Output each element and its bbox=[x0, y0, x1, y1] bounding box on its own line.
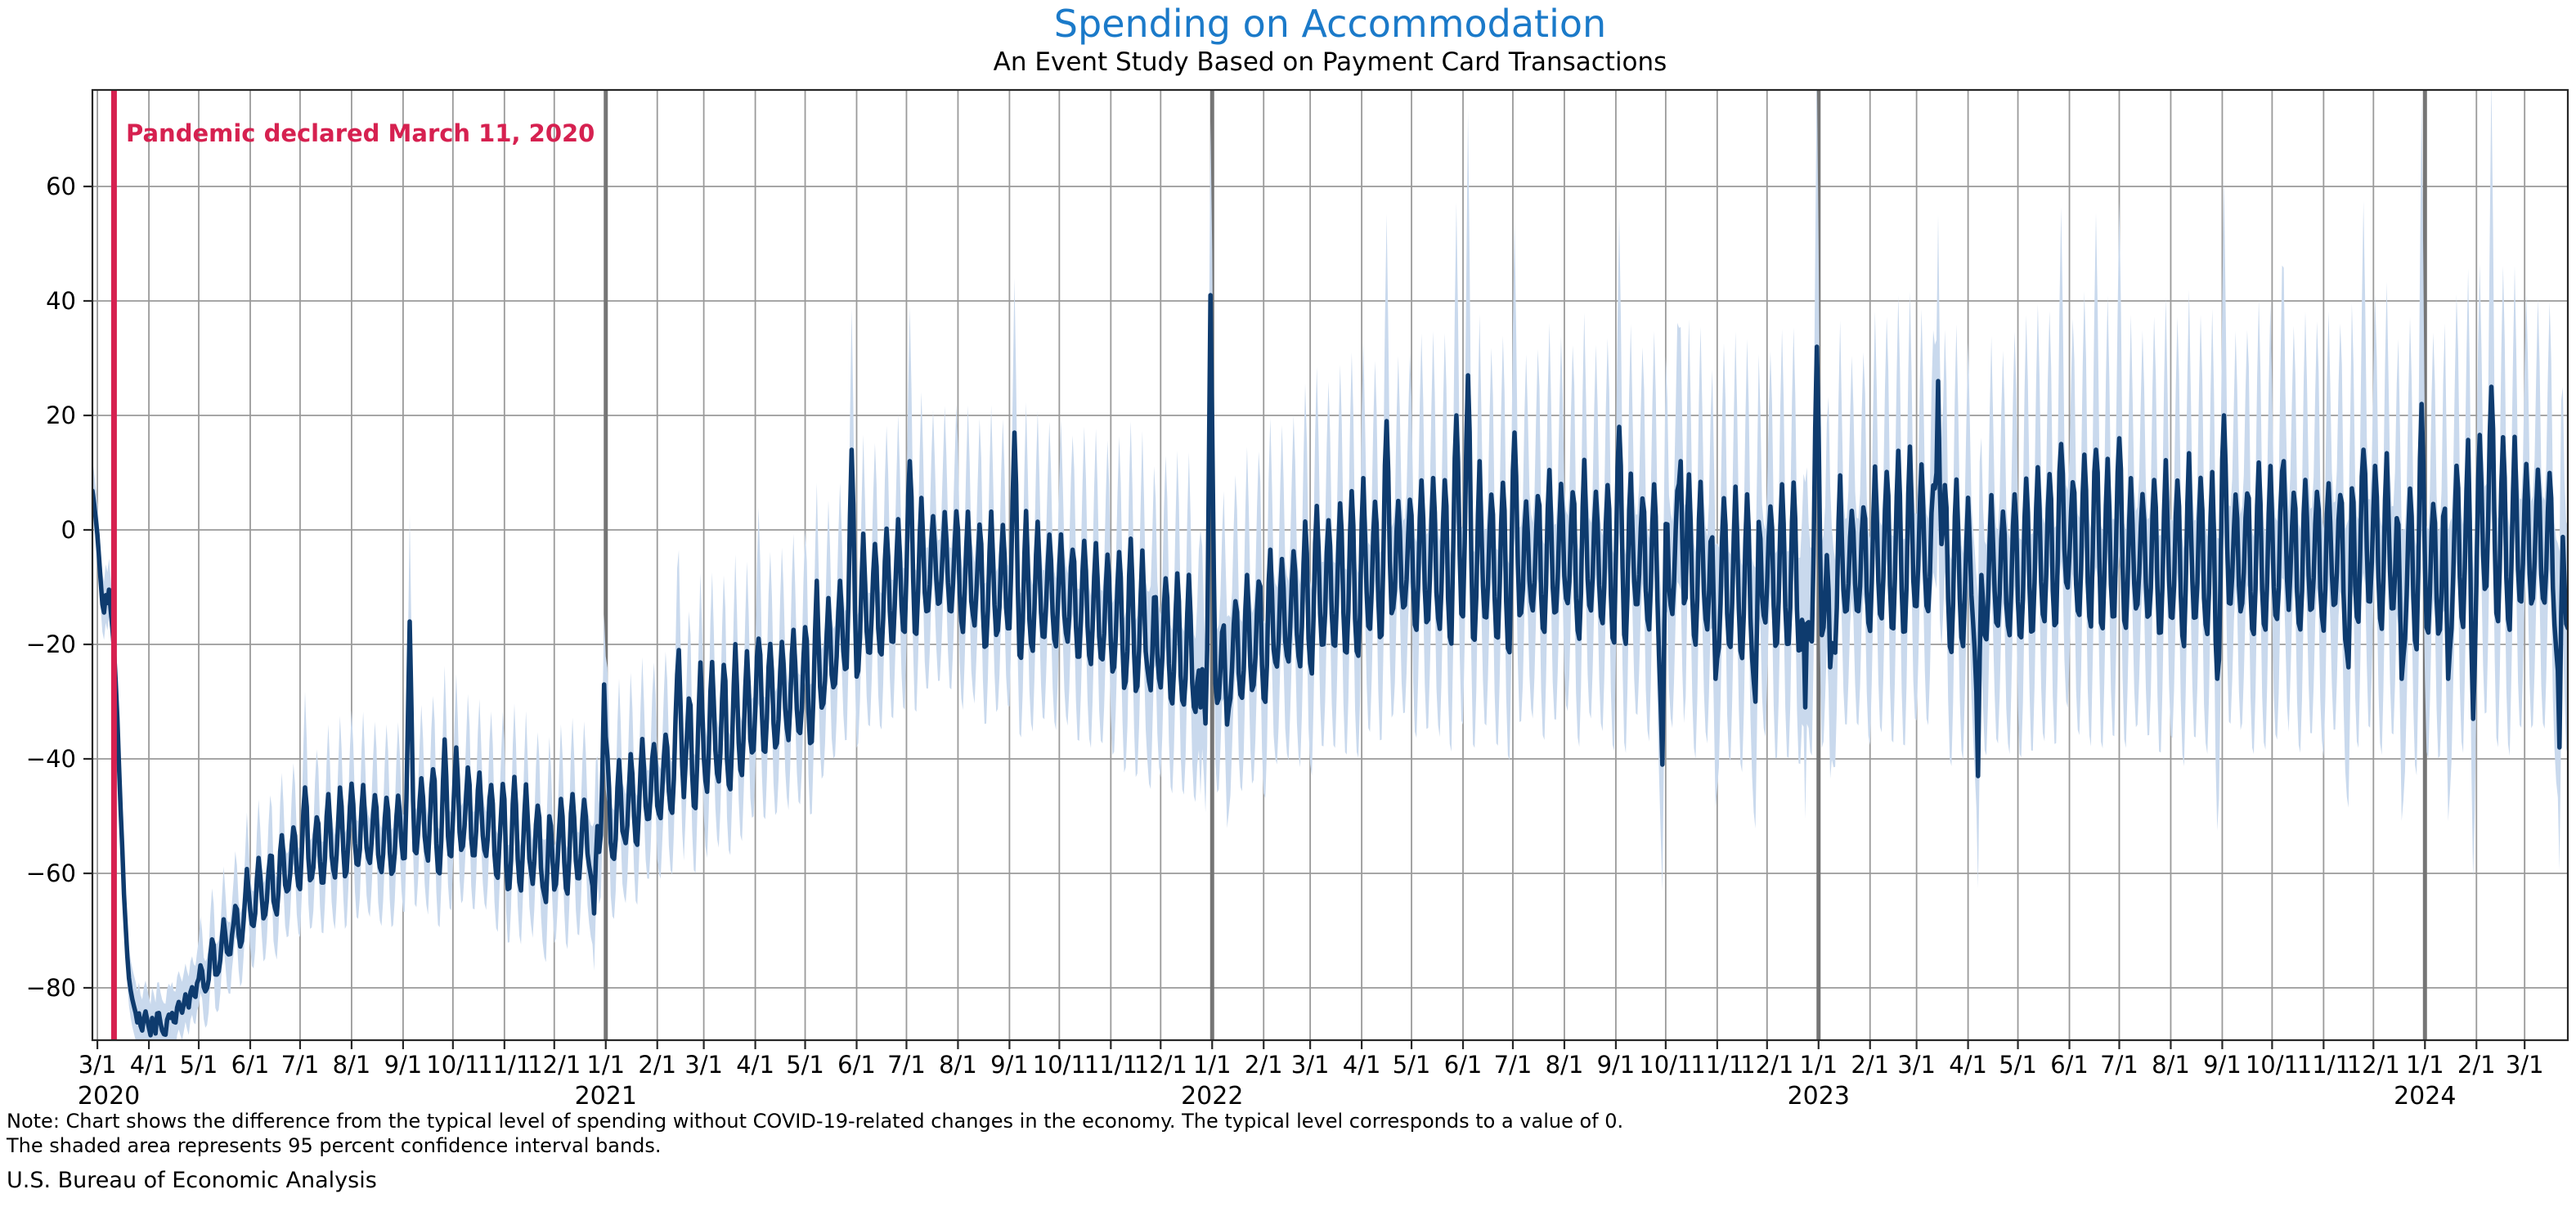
x-tick-label: 2/1 bbox=[2457, 1051, 2496, 1079]
x-tick-label: 9/1 bbox=[2203, 1051, 2242, 1079]
x-tick-label: 4/1 bbox=[1343, 1051, 1381, 1079]
y-tick-label: −80 bbox=[26, 974, 76, 1002]
x-year-label: 2024 bbox=[2394, 1082, 2456, 1111]
x-year-label: 2023 bbox=[1788, 1082, 1850, 1111]
page-title: Spending on Accommodation bbox=[1053, 2, 1607, 46]
x-tick-label: 3/1 bbox=[79, 1051, 117, 1079]
x-tick-label: 1/1 bbox=[2406, 1051, 2444, 1079]
x-tick-label: 5/1 bbox=[786, 1051, 824, 1079]
x-tick-label: 8/1 bbox=[333, 1051, 371, 1079]
x-tick-label: 12/1 bbox=[527, 1051, 581, 1079]
x-tick-label: 8/1 bbox=[2152, 1051, 2190, 1079]
note-line-1: Note: Chart shows the difference from th… bbox=[7, 1110, 1624, 1133]
x-tick-label: 12/1 bbox=[2347, 1051, 2400, 1079]
x-tick-label: 3/1 bbox=[684, 1051, 723, 1079]
pandemic-annotation: Pandemic declared March 11, 2020 bbox=[126, 119, 595, 147]
chart-subtitle: An Event Study Based on Payment Card Tra… bbox=[993, 47, 1667, 77]
x-tick-label: 6/1 bbox=[837, 1051, 876, 1079]
x-tick-label: 1/1 bbox=[586, 1051, 625, 1079]
x-tick-label: 8/1 bbox=[1546, 1051, 1584, 1079]
x-tick-label: 9/1 bbox=[1597, 1051, 1636, 1079]
x-tick-label: 12/1 bbox=[1134, 1051, 1187, 1079]
x-tick-label: 3/1 bbox=[2506, 1051, 2544, 1079]
y-tick-label: 20 bbox=[46, 402, 76, 429]
y-tick-label: 60 bbox=[46, 173, 76, 200]
x-tick-label: 10/1 bbox=[2246, 1051, 2299, 1079]
plot-border bbox=[91, 88, 2569, 1042]
x-tick-label: 10/1 bbox=[426, 1051, 479, 1079]
x-tick-label: 2/1 bbox=[1245, 1051, 1283, 1079]
x-tick-label: 4/1 bbox=[130, 1051, 168, 1079]
y-axis: 60 40 20 0 −20 −40 −60 −80 bbox=[26, 173, 92, 1002]
x-tick-label: 11/1 bbox=[1690, 1051, 1744, 1079]
x-tick-label: 11/1 bbox=[1084, 1051, 1138, 1079]
x-year-label: 2020 bbox=[78, 1082, 140, 1111]
source-attribution: U.S. Bureau of Economic Analysis bbox=[7, 1168, 377, 1193]
x-tick-label: 1/1 bbox=[1799, 1051, 1838, 1079]
x-tick-label: 5/1 bbox=[1999, 1051, 2037, 1079]
x-tick-label: 12/1 bbox=[1740, 1051, 1793, 1079]
x-year-label: 2022 bbox=[1181, 1082, 1243, 1111]
x-tick-label: 11/1 bbox=[478, 1051, 531, 1079]
x-tick-label: 4/1 bbox=[1949, 1051, 1987, 1079]
x-tick-label: 4/1 bbox=[736, 1051, 774, 1079]
y-tick-label: −40 bbox=[26, 745, 76, 773]
x-tick-label: 7/1 bbox=[887, 1051, 926, 1079]
x-tick-label: 9/1 bbox=[384, 1051, 423, 1079]
x-tick-label: 1/1 bbox=[1193, 1051, 1232, 1079]
x-tick-label: 6/1 bbox=[2050, 1051, 2089, 1079]
x-tick-label: 5/1 bbox=[180, 1051, 218, 1079]
x-tick-label: 3/1 bbox=[1291, 1051, 1330, 1079]
x-tick-label: 8/1 bbox=[939, 1051, 977, 1079]
x-tick-label: 10/1 bbox=[1639, 1051, 1692, 1079]
y-tick-label: −60 bbox=[26, 859, 76, 887]
x-tick-label: 7/1 bbox=[1494, 1051, 1533, 1079]
x-tick-label: 5/1 bbox=[1393, 1051, 1431, 1079]
x-tick-label: 3/1 bbox=[1897, 1051, 1936, 1079]
x-tick-label: 6/1 bbox=[231, 1051, 270, 1079]
x-tick-label: 7/1 bbox=[281, 1051, 320, 1079]
y-tick-label: −20 bbox=[26, 630, 76, 658]
x-tick-label: 2/1 bbox=[1851, 1051, 1889, 1079]
y-tick-label: 0 bbox=[61, 516, 76, 544]
x-tick-label: 7/1 bbox=[2100, 1051, 2138, 1079]
spending-line bbox=[93, 293, 2567, 1038]
x-tick-label: 11/1 bbox=[2297, 1051, 2350, 1079]
y-tick-label: 40 bbox=[46, 287, 76, 315]
x-axis: 3/1 4/1 5/1 6/1 7/1 8/1 9/1 10/111/112/1 1/1 2/1 3… bbox=[78, 1040, 2544, 1111]
x-tick-label: 6/1 bbox=[1444, 1051, 1483, 1079]
note-line-2: The shaded area represents 95 percent co… bbox=[7, 1134, 662, 1157]
x-tick-label: 2/1 bbox=[638, 1051, 676, 1079]
x-year-label: 2021 bbox=[575, 1082, 637, 1111]
x-tick-label: 10/1 bbox=[1033, 1051, 1086, 1079]
x-tick-label: 9/1 bbox=[990, 1051, 1029, 1079]
